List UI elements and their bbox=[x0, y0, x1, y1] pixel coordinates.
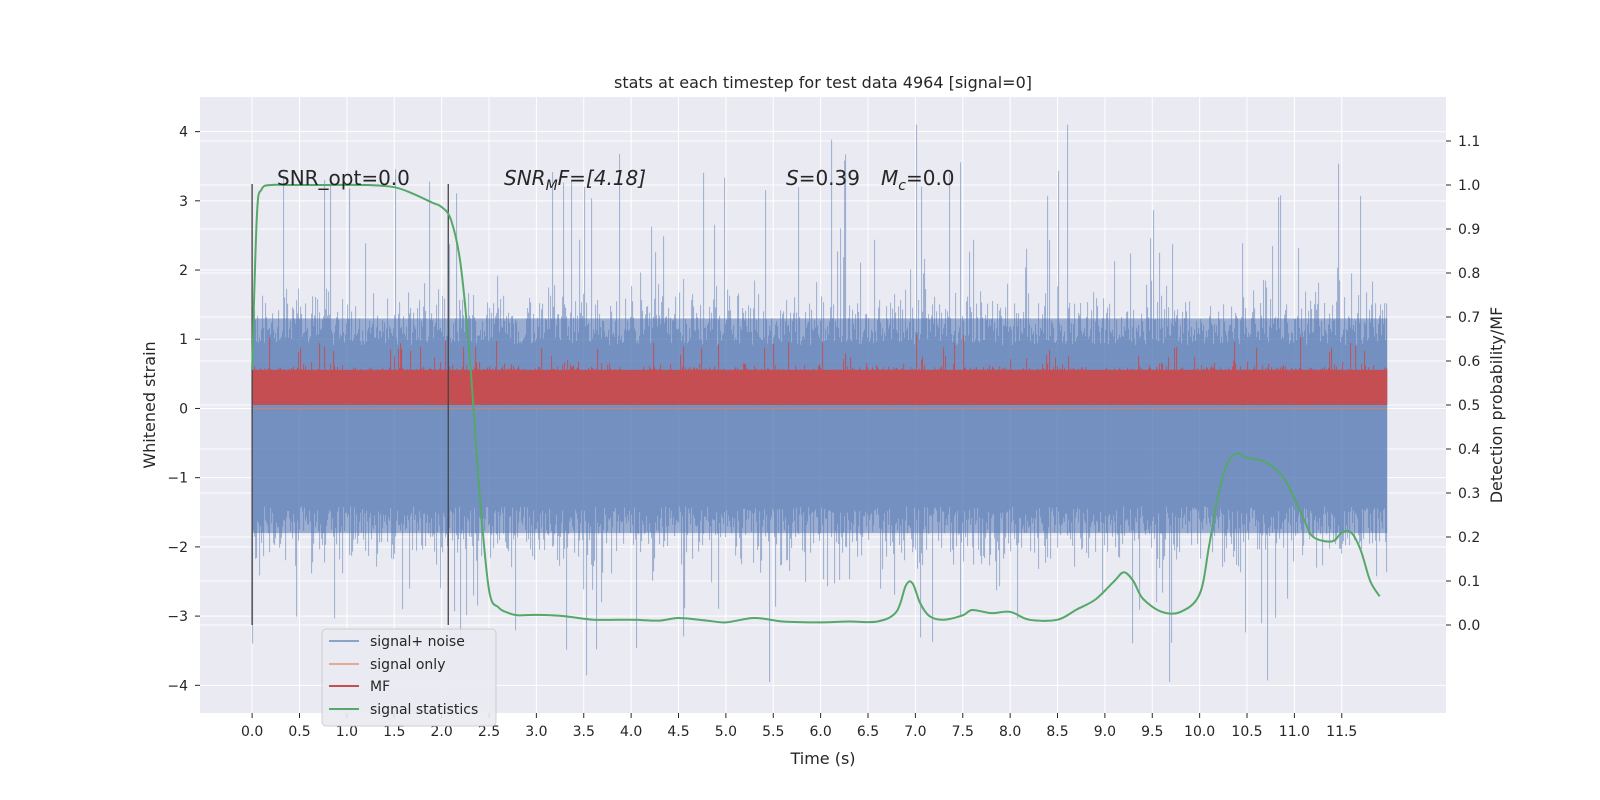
x-tick-label-11: 5.5 bbox=[762, 724, 784, 740]
yr-tick-label-8: 0.3 bbox=[1458, 486, 1480, 502]
legend-label-signal-statistics: signal statistics bbox=[370, 702, 478, 718]
y-right-axis-ticks: 1.1 1.0 0.9 0.8 0.7 0.6 0.5 0.4 0.3 0.2 0.1 0.0 bbox=[1446, 134, 1480, 634]
annotation-snr-opt: SNR_opt=0.0 bbox=[277, 166, 410, 190]
x-axis-ticks: 0.0 0.5 1.0 1.5 2.0 2.5 3.0 3.5 4.0 4.5 5.0 5.5 6.0 6… bbox=[241, 713, 1357, 740]
x-tick-label-18: 9.0 bbox=[1094, 724, 1116, 740]
annotation-s: S=0.39 bbox=[786, 166, 860, 190]
series-signal-statistics bbox=[251, 183, 1381, 624]
yr-tick-label-9: 0.2 bbox=[1458, 530, 1480, 546]
legend-label-mf: MF bbox=[370, 679, 390, 695]
x-tick-label-23: 11.5 bbox=[1326, 724, 1357, 740]
x-tick-label-3: 1.5 bbox=[383, 724, 405, 740]
x-tick-label-14: 7.0 bbox=[904, 724, 926, 740]
series-mf bbox=[252, 334, 1388, 405]
annotation-snr-mf-symbol: SNR bbox=[504, 166, 546, 190]
yr-tick-label-7: 0.4 bbox=[1458, 442, 1480, 458]
legend-box bbox=[321, 628, 497, 727]
x-tick-label-13: 6.5 bbox=[857, 724, 879, 740]
yl-tick-label-8: −4 bbox=[167, 678, 188, 694]
legend-label-signal-only: signal only bbox=[370, 657, 445, 673]
signal-statistics-line bbox=[251, 183, 1381, 624]
x-tick-label-22: 11.0 bbox=[1279, 724, 1310, 740]
yl-tick-label-5: −1 bbox=[167, 471, 188, 487]
x-axis-label: Time (s) bbox=[789, 749, 855, 768]
yr-tick-label-5: 0.6 bbox=[1458, 354, 1480, 370]
x-tick-label-1: 0.5 bbox=[288, 724, 310, 740]
series-signal-noise bbox=[252, 124, 1388, 682]
x-tick-label-9: 4.5 bbox=[667, 724, 689, 740]
annotation-snr-mf-subscript: M bbox=[546, 178, 558, 194]
yl-tick-label-4: 0 bbox=[179, 401, 188, 417]
yl-tick-label-7: −3 bbox=[167, 609, 188, 625]
chart-title: stats at each timestep for test data 496… bbox=[614, 73, 1032, 92]
yr-tick-label-1: 1.0 bbox=[1458, 178, 1480, 194]
annotation-snr-mf: SNRMF=[4.18] bbox=[504, 166, 646, 194]
legend-label-signal-noise: signal+ noise bbox=[370, 634, 465, 650]
x-tick-label-5: 2.5 bbox=[478, 724, 500, 740]
x-tick-label-8: 4.0 bbox=[620, 724, 642, 740]
x-tick-label-4: 2.0 bbox=[430, 724, 452, 740]
yl-tick-label-6: −2 bbox=[167, 540, 188, 556]
y-left-axis-ticks: 4 3 2 1 0 −1 −2 −3 −4 bbox=[167, 125, 200, 694]
annotation-s-symbol: S bbox=[786, 166, 799, 190]
window-markers bbox=[251, 184, 449, 625]
x-tick-label-16: 8.0 bbox=[999, 724, 1021, 740]
annotation-mc-symbol: M bbox=[881, 166, 898, 190]
yr-tick-label-2: 0.9 bbox=[1458, 222, 1480, 238]
annotation-s-value: =0.39 bbox=[799, 166, 860, 190]
yl-tick-label-2: 2 bbox=[179, 263, 188, 279]
yr-tick-label-11: 0.0 bbox=[1458, 618, 1480, 634]
yr-tick-label-3: 0.8 bbox=[1458, 266, 1480, 282]
y-right-axis-label: Detection probability/MF bbox=[1487, 307, 1506, 504]
x-tick-label-15: 7.5 bbox=[952, 724, 974, 740]
x-tick-label-10: 5.0 bbox=[715, 724, 737, 740]
yr-tick-label-10: 0.1 bbox=[1458, 574, 1480, 590]
yl-tick-label-1: 3 bbox=[179, 194, 188, 210]
x-tick-label-21: 10.5 bbox=[1231, 724, 1262, 740]
yr-tick-label-6: 0.5 bbox=[1458, 398, 1480, 414]
x-tick-label-0: 0.0 bbox=[241, 724, 263, 740]
y-left-axis-label: Whitened strain bbox=[140, 341, 159, 468]
yl-tick-label-0: 4 bbox=[179, 125, 188, 141]
x-tick-label-19: 9.5 bbox=[1141, 724, 1163, 740]
annotation-mc: Mc=0.0 bbox=[881, 166, 955, 194]
x-tick-label-17: 8.5 bbox=[1046, 724, 1068, 740]
x-tick-label-7: 3.5 bbox=[573, 724, 595, 740]
annotation-mc-value: =0.0 bbox=[906, 166, 955, 190]
annotation-snr-mf-value: F=[4.18] bbox=[558, 166, 646, 190]
x-tick-label-6: 3.0 bbox=[525, 724, 547, 740]
legend: signal+ noise signal only MF signal stat… bbox=[321, 628, 497, 727]
yl-tick-label-3: 1 bbox=[179, 332, 188, 348]
x-tick-label-20: 10.0 bbox=[1184, 724, 1215, 740]
yr-tick-label-0: 1.1 bbox=[1458, 134, 1480, 150]
x-tick-label-12: 6.0 bbox=[809, 724, 831, 740]
annotation-mc-subscript: c bbox=[898, 178, 906, 194]
x-tick-label-2: 1.0 bbox=[336, 724, 358, 740]
yr-tick-label-4: 0.7 bbox=[1458, 310, 1480, 326]
